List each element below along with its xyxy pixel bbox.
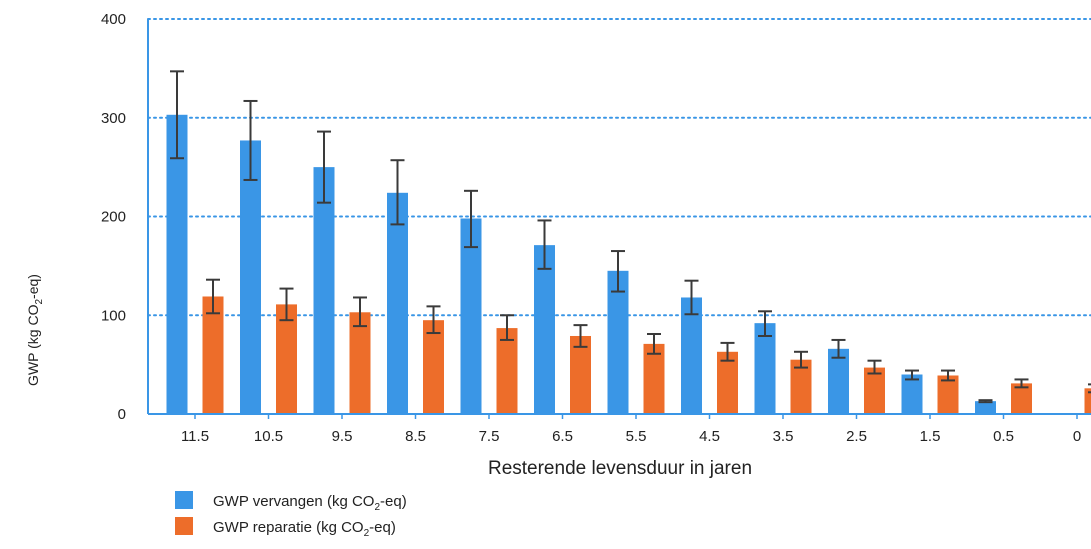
legend: GWP vervangen (kg CO2-eq) GWP reparatie … xyxy=(175,491,407,539)
bars xyxy=(167,115,1091,414)
legend-swatch-vervangen xyxy=(175,491,193,509)
x-axis-title: Resterende levensduur in jaren xyxy=(488,458,752,479)
x-tick-label-1.5: 1.5 xyxy=(920,428,941,445)
legend-label-reparatie-main: GWP reparatie (kg CO xyxy=(213,519,364,536)
x-tick-label-11.5: 11.5 xyxy=(181,428,209,445)
legend-label-reparatie-suffix: -eq) xyxy=(369,519,396,536)
x-tick-label-4.5: 4.5 xyxy=(699,428,720,445)
legend-label-vervangen-suffix: -eq) xyxy=(380,493,407,510)
x-tick-label-0.5: 0.5 xyxy=(993,428,1014,445)
error-bars xyxy=(170,71,1091,402)
y-tick-label-100: 100 xyxy=(101,307,126,324)
y-tick-label-300: 300 xyxy=(101,110,126,127)
x-tick-label-7.5: 7.5 xyxy=(479,428,500,445)
x-tick-label-2.5: 2.5 xyxy=(846,428,867,445)
x-tick-label-0: 0 xyxy=(1073,428,1081,445)
y-axis-title-suffix: -eq) xyxy=(25,274,41,299)
y-tick-label-0: 0 xyxy=(118,406,126,423)
bar-reparatie-9.5 xyxy=(350,312,371,414)
bar-vervangen-8.5 xyxy=(387,193,408,414)
legend-label-vervangen: GWP vervangen (kg CO2-eq) xyxy=(213,493,407,513)
y-tick-label-200: 200 xyxy=(101,209,126,226)
x-tick-label-3.5: 3.5 xyxy=(773,428,794,445)
bar-vervangen-9.5 xyxy=(314,167,335,414)
bar-reparatie-8.5 xyxy=(423,320,444,414)
legend-label-reparatie: GWP reparatie (kg CO2-eq) xyxy=(213,519,396,539)
bar-reparatie-2.5 xyxy=(864,368,885,414)
bar-vervangen-10.5 xyxy=(240,140,261,414)
legend-swatch-reparatie xyxy=(175,517,193,535)
y-axis-title: GWP (kg CO2-eq) xyxy=(25,274,45,386)
y-tick-label-400: 400 xyxy=(101,11,126,28)
bar-vervangen-11.5 xyxy=(167,115,188,414)
error-bar-vervangen-0.5 xyxy=(979,400,993,402)
x-tick-label-9.5: 9.5 xyxy=(332,428,353,445)
x-tick-label-6.5: 6.5 xyxy=(552,428,573,445)
x-tick-label-5.5: 5.5 xyxy=(626,428,647,445)
x-tick-label-8.5: 8.5 xyxy=(405,428,426,445)
legend-item-vervangen: GWP vervangen (kg CO2-eq) xyxy=(175,491,407,513)
legend-label-vervangen-main: GWP vervangen (kg CO xyxy=(213,493,374,510)
y-axis-title-main: GWP (kg CO xyxy=(25,304,41,386)
bar-reparatie-7.5 xyxy=(497,328,518,414)
legend-item-reparatie: GWP reparatie (kg CO2-eq) xyxy=(175,517,396,539)
bar-vervangen-6.5 xyxy=(534,245,555,414)
x-tick-label-10.5: 10.5 xyxy=(254,428,283,445)
